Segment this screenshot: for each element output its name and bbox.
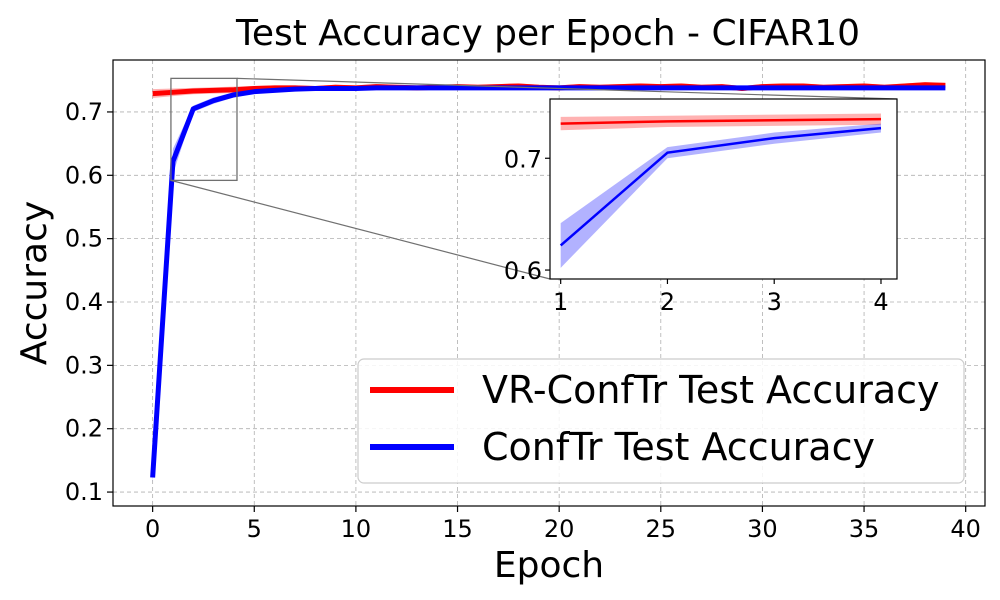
inset-line-vr-conftr [560, 117, 881, 125]
x-tick-label: 40 [950, 515, 981, 543]
chart-title: Test Accuracy per Epoch - CIFAR10 [235, 13, 860, 54]
plot-frame [112, 59, 986, 507]
inset-line-conftr [559, 126, 882, 247]
y-tick-label: 0.7 [65, 98, 103, 126]
x-tick-label: 15 [442, 515, 473, 543]
x-tick-label: 25 [646, 515, 677, 543]
legend: VR-ConfTr Test Accuracy ConfTr Test Accu… [357, 358, 965, 484]
x-tick-label: 5 [247, 515, 262, 543]
inset-x-ticks: 1 2 3 4 [553, 279, 889, 316]
inset-x-tick-label: 3 [767, 288, 782, 316]
legend-box [357, 358, 965, 484]
x-tick-label: 30 [747, 515, 778, 543]
inset-connector-line [236, 77, 898, 100]
y-tick-label: 0.3 [65, 351, 103, 379]
x-tick-label: 0 [145, 515, 160, 543]
inset-x-tick-label: 4 [873, 288, 888, 316]
x-tick-label: 35 [849, 515, 880, 543]
inset-x-tick-label: 2 [660, 288, 675, 316]
y-axis-label: Accuracy [14, 201, 55, 365]
inset-x-tick-label: 1 [553, 288, 568, 316]
inset-y-ticks: 0.6 0.7 [504, 145, 550, 285]
y-tick-label: 0.5 [65, 225, 103, 253]
inset-y-tick-label: 0.7 [504, 145, 542, 173]
inset-y-tick-label: 0.6 [504, 257, 542, 285]
inset-connector-line [170, 179, 551, 280]
legend-label-conftr: ConfTr Test Accuracy [482, 425, 875, 469]
inset-band-conftr [560, 123, 881, 268]
x-axis-label: Epoch [494, 545, 604, 586]
y-tick-label: 0.6 [65, 161, 103, 189]
inset-background [550, 99, 897, 279]
legend-label-vr-conftr: VR-ConfTr Test Accuracy [482, 368, 940, 412]
x-tick-label: 20 [544, 515, 575, 543]
inset-frame [549, 98, 898, 280]
x-axis-ticks: 0 5 10 15 20 25 30 35 40 [145, 506, 981, 543]
inset-zoom-plot: 1 2 3 4 0.6 0.7 [504, 98, 898, 316]
inset-lines [559, 117, 882, 247]
y-tick-label: 0.4 [65, 288, 103, 316]
y-tick-label: 0.1 [65, 478, 103, 506]
y-tick-label: 0.2 [65, 415, 103, 443]
x-tick-label: 10 [341, 515, 372, 543]
y-axis-ticks: 0.1 0.2 0.3 0.4 0.5 0.6 0.7 [65, 98, 113, 506]
zoom-indicator-box [170, 77, 238, 182]
